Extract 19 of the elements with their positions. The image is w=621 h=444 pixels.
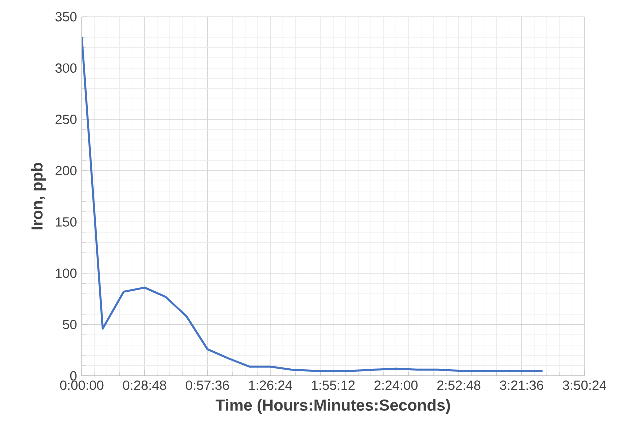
y-tick-label: 250 [56, 114, 77, 124]
y-tick-label: 0 [70, 371, 77, 381]
x-tick-label: 2:24:00 [374, 380, 418, 390]
x-tick-label: 3:50:24 [563, 380, 606, 390]
y-axis-title: Iron, ppb [31, 163, 46, 230]
y-tick-label: 350 [56, 12, 77, 22]
y-tick-label: 100 [56, 268, 77, 278]
y-tick-label: 200 [56, 166, 77, 176]
x-tick-label: 0:28:48 [123, 380, 166, 390]
y-tick-label: 300 [56, 64, 77, 73]
y-tick-label: 150 [56, 217, 77, 227]
y-tick-label: 50 [63, 320, 77, 330]
x-tick-label: 1:55:12 [312, 380, 355, 390]
x-tick-label: 1:26:24 [249, 380, 292, 390]
x-axis-title: Time (Hours:Minutes:Seconds) [216, 399, 450, 414]
x-tick-label: 0:57:36 [186, 380, 230, 390]
x-tick-label: 3:21:36 [500, 380, 544, 390]
x-tick-label: 2:52:48 [438, 380, 481, 390]
x-tick-label: 0:00:00 [60, 380, 104, 390]
